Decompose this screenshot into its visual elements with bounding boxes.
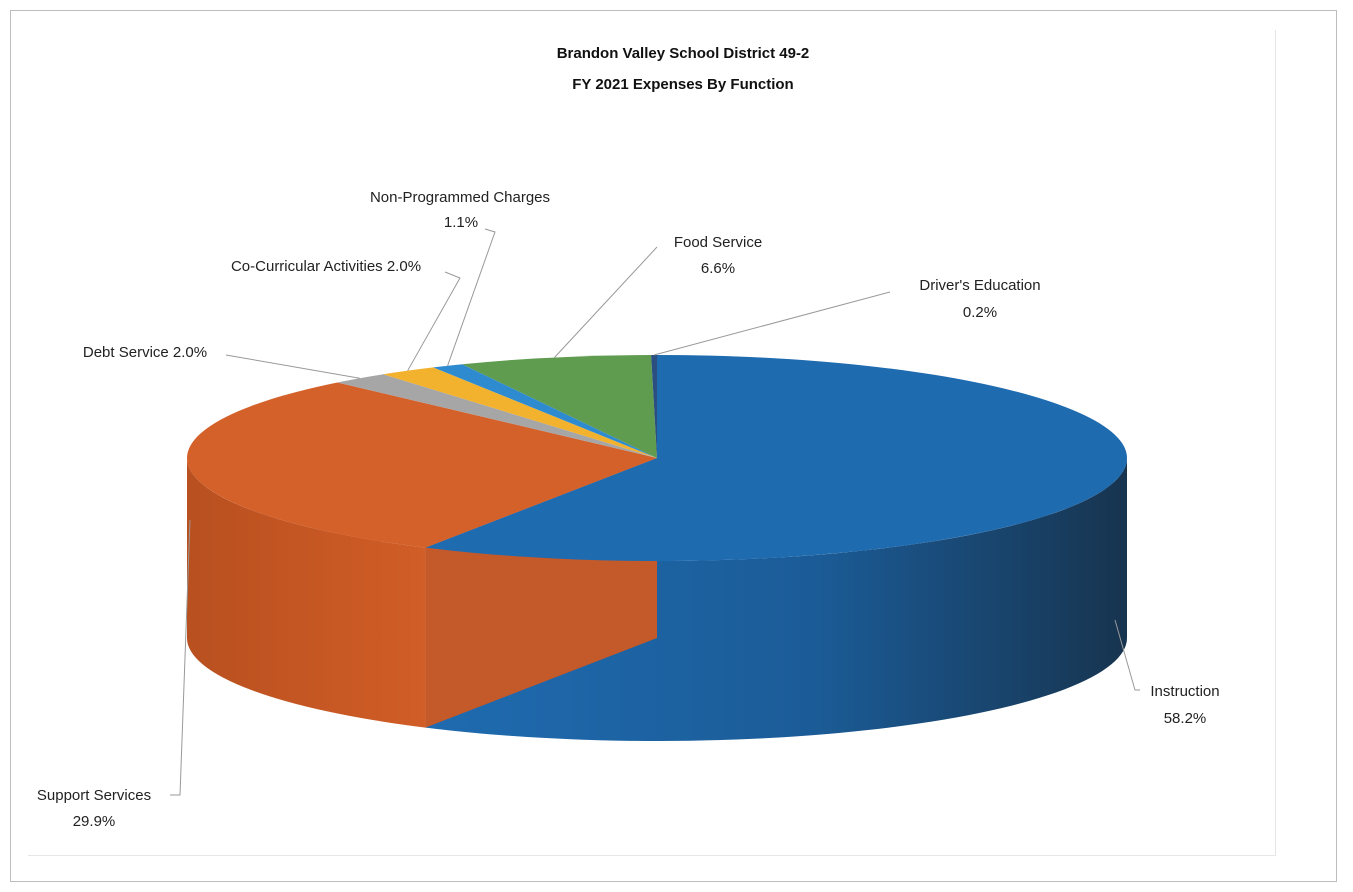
slice-side-instruction bbox=[425, 458, 1127, 741]
label-instruction-pct: 58.2% bbox=[1164, 710, 1207, 727]
leader-line-instruction bbox=[1114, 619, 1140, 691]
slice-support-services bbox=[187, 382, 657, 548]
chart-title: Brandon Valley School District 49-2 bbox=[557, 45, 810, 62]
leader-line-support-services bbox=[170, 519, 191, 796]
label-food-service-name: Food Service bbox=[674, 234, 762, 251]
slice-instruction bbox=[425, 355, 1128, 561]
chart-subtitle: FY 2021 Expenses By Function bbox=[572, 76, 793, 93]
slice-driver-s-education bbox=[651, 355, 657, 458]
leader-line-food-service bbox=[554, 246, 658, 358]
leader-line-co-curricular-activities bbox=[407, 271, 461, 371]
leader-line-non-programmed-charges bbox=[447, 228, 496, 366]
label-debt-service: Debt Service 2.0% bbox=[83, 344, 207, 361]
slice-food-service bbox=[462, 355, 657, 458]
slice-debt-service bbox=[337, 374, 657, 458]
slice-co-curricular-activities bbox=[383, 367, 657, 458]
label-non-programmed-name: Non-Programmed Charges bbox=[370, 189, 550, 206]
label-drivers-education-pct: 0.2% bbox=[963, 304, 997, 321]
leader-line-debt-service bbox=[225, 354, 360, 379]
label-non-programmed-pct: 1.1% bbox=[444, 214, 478, 231]
slice-side-support-services bbox=[187, 458, 426, 728]
label-support-services-pct: 29.9% bbox=[73, 813, 116, 830]
plot-area-border-bottom bbox=[28, 855, 1276, 856]
label-food-service-pct: 6.6% bbox=[701, 260, 735, 277]
plot-area-border-right bbox=[1275, 30, 1276, 855]
slice-non-programmed-charges bbox=[433, 364, 657, 458]
pie-slices bbox=[187, 355, 1128, 741]
leader-lines bbox=[170, 228, 1140, 796]
label-instruction-name: Instruction bbox=[1150, 683, 1219, 700]
label-drivers-education-name: Driver's Education bbox=[919, 277, 1040, 294]
leader-line-driver-s-education bbox=[653, 291, 891, 356]
label-support-services-name: Support Services bbox=[37, 787, 151, 804]
label-co-curricular: Co-Curricular Activities 2.0% bbox=[231, 258, 421, 275]
